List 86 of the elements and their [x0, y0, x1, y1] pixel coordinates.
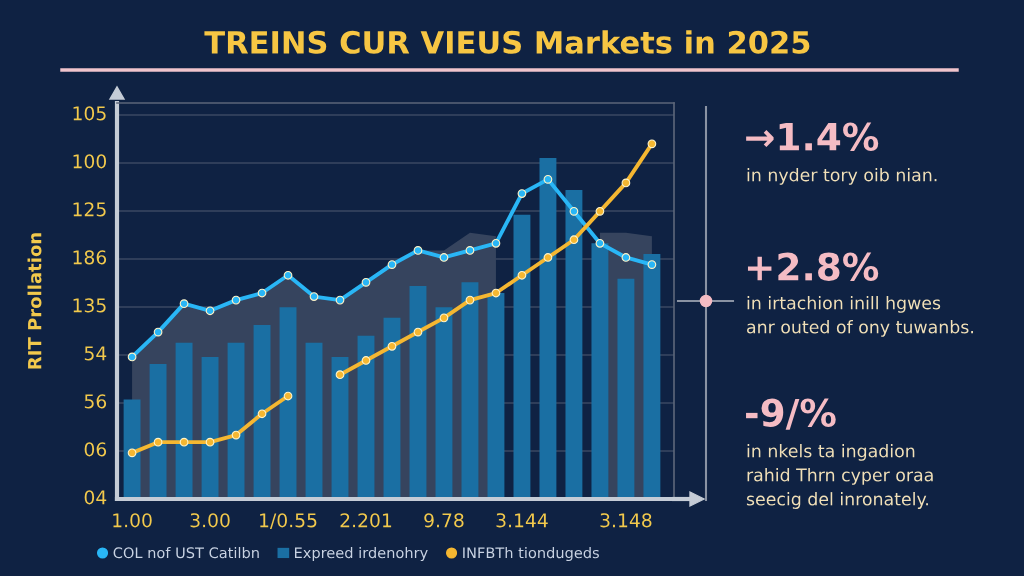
point [257, 409, 267, 419]
text: 56 [84, 394, 107, 409]
x-tick-label: 1.00 [113, 513, 152, 528]
point [335, 370, 345, 380]
point [205, 437, 215, 447]
point [361, 277, 371, 287]
bar [409, 285, 427, 499]
point [387, 341, 397, 351]
point [491, 288, 501, 298]
bar [539, 158, 557, 499]
bar [357, 335, 375, 499]
text: 105 [73, 106, 106, 121]
point [621, 253, 631, 262]
y-axis-title: RIT Prollation [27, 233, 42, 369]
x-tick-label: 9.78 [424, 513, 464, 528]
bar [253, 324, 271, 499]
x-tick-label: 1/0.55 [260, 513, 317, 529]
x-tick-label: 3.00 [190, 513, 230, 528]
point [205, 306, 215, 316]
point [179, 437, 189, 447]
point [283, 270, 293, 280]
bar [227, 342, 245, 499]
x-tick-label: 3.144 [496, 513, 548, 528]
point [413, 246, 423, 255]
point [647, 260, 657, 269]
point [595, 238, 605, 248]
point [465, 295, 475, 305]
x-tick-label: 3.148 [600, 513, 652, 528]
text: in nkels ta ingadion rahid Thrn cyper oraa seecig del inronately. [746, 444, 933, 509]
point [569, 235, 579, 245]
point [283, 391, 293, 401]
point [517, 189, 527, 198]
bar [565, 190, 583, 499]
point [517, 270, 527, 280]
point [153, 437, 163, 447]
text: +2.8% [747, 252, 879, 281]
point [595, 206, 605, 216]
chart-title: TREINS CUR VIEUS Markets in 2025 [204, 30, 810, 54]
bar [149, 364, 167, 499]
legend-label: INFBTh tiondugeds [463, 546, 599, 562]
bar [201, 356, 219, 499]
bar [123, 399, 141, 499]
point [257, 288, 267, 298]
text: in irtachion inill hgwes anr outed of ony tuwanbs. [747, 296, 973, 337]
point [621, 178, 631, 188]
legend-label: COL nof UST Catilbn [113, 546, 259, 559]
text: 06 [84, 442, 107, 457]
text: 186 [73, 250, 107, 265]
point [647, 139, 657, 149]
text: -9/% [746, 398, 836, 430]
point [387, 260, 397, 269]
point [413, 327, 423, 337]
point [465, 246, 475, 255]
bar [331, 356, 349, 499]
point [361, 356, 371, 365]
text: 04 [84, 490, 107, 505]
text: 125 [73, 202, 106, 217]
point [569, 206, 579, 216]
text: 135 [73, 298, 106, 313]
point [543, 253, 553, 262]
bar [305, 342, 323, 499]
point [439, 253, 449, 262]
point [179, 299, 189, 309]
point [231, 295, 241, 305]
bar [461, 282, 479, 499]
point [127, 352, 137, 362]
bar [513, 214, 531, 499]
text: 100 [73, 154, 107, 169]
point [153, 327, 163, 337]
point [231, 430, 241, 440]
bar [435, 307, 453, 499]
point [491, 238, 501, 248]
point [309, 292, 319, 301]
bar [383, 317, 401, 499]
legend-label: Expreed irdenohry [294, 546, 428, 562]
x-tick-label: 2.201 [340, 513, 392, 528]
text: in nyder tory oib nian. [747, 168, 937, 185]
bar [279, 307, 297, 499]
bar [487, 293, 505, 499]
point [335, 295, 345, 305]
point [543, 174, 553, 184]
point [439, 313, 449, 323]
text: →1.4% [746, 122, 879, 151]
bar [175, 342, 193, 499]
point [127, 448, 137, 458]
text: 54 [84, 346, 107, 361]
